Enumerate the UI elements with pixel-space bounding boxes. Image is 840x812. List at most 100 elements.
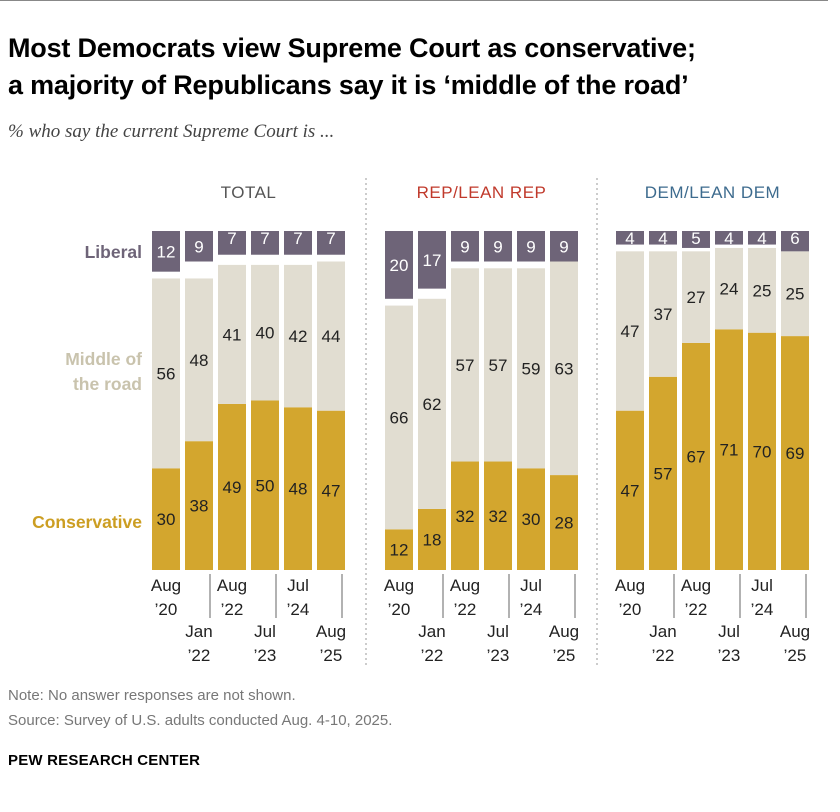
bar-middle-of-the-road: [616, 251, 644, 411]
x-tick-label-month: Aug: [615, 576, 645, 595]
brand-logo-text: PEW RESEARCH CENTER: [8, 752, 201, 769]
data-label-middle: 57: [489, 356, 508, 375]
data-label-middle: 56: [157, 364, 176, 383]
data-label-middle: 48: [190, 351, 209, 370]
bar-liberal: [317, 231, 345, 255]
data-label-conservative: 32: [456, 507, 475, 526]
data-label-conservative: 47: [621, 481, 640, 500]
data-label-conservative: 71: [720, 441, 739, 460]
x-tick-label-year: ’24: [520, 600, 543, 619]
data-label-conservative: 28: [555, 514, 574, 533]
bar-conservative: [418, 508, 446, 570]
bar-middle-of-the-road: [781, 251, 809, 337]
x-tick-label-month: Aug: [217, 576, 247, 595]
bar-middle-of-the-road: [284, 264, 312, 408]
data-label-conservative: 67: [687, 447, 706, 466]
data-label-conservative: 69: [786, 444, 805, 463]
panel-title: REP/LEAN REP: [417, 183, 547, 202]
data-label-liberal: 9: [194, 237, 203, 256]
title-line-1: Most Democrats view Supreme Court as con…: [8, 33, 696, 63]
bar-conservative: [152, 468, 180, 570]
data-label-middle: 25: [786, 285, 805, 304]
bar-liberal: [152, 231, 180, 272]
x-tick-label-year: ’22: [685, 600, 708, 619]
bar-conservative: [451, 461, 479, 570]
data-label-middle: 66: [390, 408, 409, 427]
x-tick-label-month: Jul: [751, 576, 773, 595]
data-label-conservative: 12: [390, 541, 409, 560]
bar-liberal: [451, 231, 479, 262]
x-tick-label-month: Jul: [718, 622, 740, 641]
chart-subtitle: % who say the current Supreme Court is .…: [8, 121, 335, 142]
bar-liberal: [748, 231, 776, 245]
bar-liberal: [550, 231, 578, 262]
data-label-liberal: 7: [293, 229, 302, 248]
bar-middle-of-the-road: [218, 264, 246, 404]
data-label-middle: 37: [654, 305, 673, 324]
data-label-conservative: 47: [322, 481, 341, 500]
bar-liberal: [251, 231, 279, 255]
bar-liberal: [649, 231, 677, 245]
bar-conservative: [517, 468, 545, 570]
x-tick-label-month: Jul: [520, 576, 542, 595]
data-label-liberal: 7: [260, 229, 269, 248]
x-tick-label-year: ’20: [388, 600, 411, 619]
data-label-liberal: 7: [326, 229, 335, 248]
bar-liberal: [218, 231, 246, 255]
bar-conservative: [284, 407, 312, 570]
bar-liberal: [385, 231, 413, 299]
data-label-liberal: 4: [625, 229, 634, 248]
bar-liberal: [616, 231, 644, 245]
data-label-conservative: 50: [256, 476, 275, 495]
data-label-liberal: 4: [658, 229, 667, 248]
data-label-middle: 25: [753, 281, 772, 300]
data-label-middle: 62: [423, 395, 442, 414]
x-tick-label-month: Aug: [549, 622, 579, 641]
x-tick-label-month: Aug: [384, 576, 414, 595]
x-tick-label-year: ’22: [421, 646, 444, 665]
x-tick-label-year: ’25: [553, 646, 576, 665]
data-label-liberal: 12: [157, 242, 176, 261]
chart-title: Most Democrats view Supreme Court as con…: [8, 30, 833, 104]
data-label-middle: 63: [555, 359, 574, 378]
bar-conservative: [484, 461, 512, 570]
data-label-liberal: 4: [757, 229, 766, 248]
data-label-conservative: 32: [489, 507, 508, 526]
data-label-liberal: 4: [724, 229, 733, 248]
legend-label: the road: [73, 374, 142, 394]
top-rule: [0, 0, 828, 1]
bar-middle-of-the-road: [517, 268, 545, 469]
x-tick-label-year: ’23: [487, 646, 510, 665]
bar-conservative: [715, 329, 743, 570]
x-tick-label-year: ’24: [751, 600, 774, 619]
title-line-2: a majority of Republicans say it is ‘mid…: [8, 70, 689, 100]
x-tick-label-year: ’22: [652, 646, 675, 665]
bar-middle-of-the-road: [152, 278, 180, 469]
bar-conservative: [317, 410, 345, 570]
bar-middle-of-the-road: [251, 264, 279, 401]
x-tick-label-year: ’23: [254, 646, 277, 665]
bar-conservative: [185, 441, 213, 570]
data-label-conservative: 30: [522, 510, 541, 529]
data-label-liberal: 6: [790, 229, 799, 248]
bar-middle-of-the-road: [748, 247, 776, 333]
bar-liberal: [715, 231, 743, 245]
x-tick-label-year: ’25: [784, 646, 807, 665]
bar-liberal: [517, 231, 545, 262]
bar-liberal: [185, 231, 213, 262]
bar-middle-of-the-road: [185, 278, 213, 442]
data-label-middle: 59: [522, 359, 541, 378]
source: Source: Survey of U.S. adults conducted …: [8, 712, 393, 729]
bar-conservative: [748, 332, 776, 570]
panel-title: DEM/LEAN DEM: [645, 183, 780, 202]
bar-liberal: [418, 231, 446, 289]
panel-title: TOTAL: [221, 183, 277, 202]
x-tick-label-month: Jan: [185, 622, 212, 641]
x-tick-label-month: Aug: [450, 576, 480, 595]
bar-liberal: [781, 231, 809, 252]
x-tick-label-year: ’22: [454, 600, 477, 619]
bar-middle-of-the-road: [715, 247, 743, 330]
x-tick-label-year: ’23: [718, 646, 741, 665]
x-tick-label-month: Aug: [316, 622, 346, 641]
